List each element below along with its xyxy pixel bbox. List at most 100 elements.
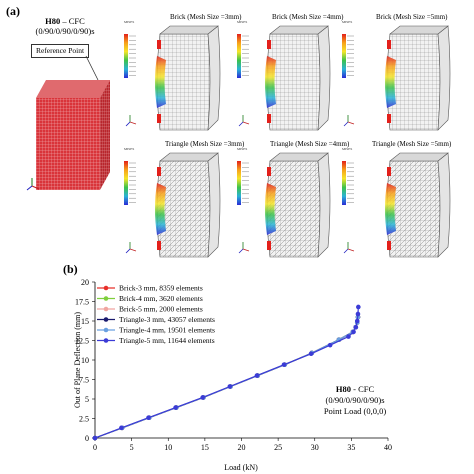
legend-label: Triangle-5 mm, 11644 elements	[119, 336, 215, 345]
data-point	[227, 384, 233, 389]
data-point	[200, 395, 205, 400]
contour-header-4: MISES	[124, 147, 135, 151]
x-tick-label: 15	[201, 443, 209, 452]
data-point	[173, 405, 178, 410]
deformed-mesh	[265, 152, 331, 258]
x-tick-label: 35	[347, 443, 355, 452]
chart-annotation: H80 - CFC (0/90/0/90/0/90)s Point Load (…	[324, 384, 386, 416]
legend-item: Brick-5 mm, 2000 elements	[97, 305, 203, 314]
axis-triad-icon	[26, 178, 40, 191]
data-point	[281, 362, 287, 367]
annotation-bold: H80	[336, 384, 351, 394]
axis-triad-icon	[238, 115, 250, 127]
contour-legend	[237, 161, 249, 205]
panel-b-label: (b)	[63, 262, 78, 276]
svg-text:H80 - CFC: H80 - CFC	[336, 384, 375, 394]
reference-leader-line	[85, 55, 99, 81]
contour-header-6: MISES	[342, 147, 353, 151]
deformed-mesh	[155, 25, 221, 131]
panel-a-graphics	[26, 25, 451, 258]
annotation-layup: (0/90/0/90/0/90)s	[325, 395, 384, 405]
data-point	[254, 373, 260, 378]
fe-block-model	[36, 80, 110, 190]
legend-label: Triangle-3 mm, 43057 elements	[119, 315, 215, 324]
y-tick-label: 20	[81, 278, 89, 287]
deformed-mesh	[385, 152, 451, 258]
axis-triad-icon	[343, 115, 355, 127]
model-title: H80 – CFC (0/90/0/90/0/90)s	[30, 16, 100, 36]
data-point	[351, 329, 356, 335]
axis-triad-icon	[343, 242, 355, 254]
y-tick-label: 7.5	[79, 376, 89, 385]
annotation-load: Point Load (0,0,0)	[324, 406, 386, 416]
mesh-title-triangle-3: Triangle (Mesh Size =3mm)	[165, 140, 245, 148]
y-tick-label: 2.5	[79, 415, 89, 424]
chart-ticks: 0 5 10 15 20 25 30 35 40 0 2.5 5 7.5 10 12.5 15 17.5 20	[75, 278, 392, 452]
x-tick-label: 30	[311, 443, 319, 452]
deflection-chart: 0 5 10 15 20 25 30 35 40 0 2.5 5 7.5 10 12.5 15 17.5 20 B…	[73, 278, 392, 472]
data-point	[355, 311, 361, 317]
data-point	[356, 304, 361, 310]
panel-a-label: (a)	[6, 4, 20, 18]
x-axis-label: Load (kN)	[224, 463, 258, 472]
series-6	[92, 304, 361, 441]
legend-swatch-marker	[103, 317, 109, 322]
x-tick-label: 20	[238, 443, 246, 452]
y-tick-label: 5	[85, 395, 89, 404]
contour-legend	[237, 34, 249, 78]
legend-label: Triangle-4 mm, 19501 elements	[119, 326, 215, 335]
data-point	[354, 318, 360, 324]
data-point	[92, 435, 98, 441]
data-point	[119, 425, 124, 431]
legend-label: Brick-3 mm, 8359 elements	[119, 284, 203, 293]
legend-item: Triangle-3 mm, 43057 elements	[97, 315, 215, 324]
mesh-panels	[124, 25, 451, 258]
legend-swatch-marker	[103, 306, 109, 312]
model-title-rest: – CFC	[60, 16, 85, 26]
data-point	[308, 351, 314, 357]
deformed-mesh	[385, 25, 451, 131]
x-tick-label: 0	[93, 443, 97, 452]
x-tick-label: 40	[384, 443, 392, 452]
legend-swatch-marker	[103, 296, 109, 301]
contour-header-1: MISES	[124, 20, 135, 24]
data-point	[327, 342, 333, 348]
y-axis-label: Out of Plane Deflection (mm)	[73, 312, 82, 408]
mesh-title-brick-3: Brick (Mesh Size =3mm)	[170, 13, 242, 21]
x-tick-label: 10	[164, 443, 172, 452]
y-tick-label: 15	[81, 317, 89, 326]
contour-legend	[124, 34, 136, 78]
axis-triad-icon	[238, 242, 250, 254]
contour-header-5: MISES	[237, 147, 248, 151]
contour-legend	[124, 161, 136, 205]
legend-label: Brick-5 mm, 2000 elements	[119, 305, 203, 314]
legend-label: Brick-4 mm, 3620 elements	[119, 294, 203, 303]
mesh-title-triangle-4: Triangle (Mesh Size =4mm)	[270, 140, 350, 148]
legend-swatch-marker	[103, 327, 109, 333]
contour-header-2: MISES	[237, 20, 248, 24]
axis-triad-icon	[125, 242, 137, 254]
mesh-title-brick-5: Brick (Mesh Size =5mm)	[376, 13, 448, 21]
legend-item: Brick-3 mm, 8359 elements	[97, 284, 203, 293]
y-tick-label: 10	[81, 356, 89, 365]
contour-header-3: MISES	[342, 20, 353, 24]
legend-item: Brick-4 mm, 3620 elements	[97, 294, 203, 303]
data-point	[146, 415, 151, 421]
model-layup: (0/90/0/90/0/90)s	[35, 26, 95, 36]
series-line	[94, 306, 359, 439]
legend-item: Triangle-5 mm, 11644 elements	[97, 336, 215, 345]
legend-item: Triangle-4 mm, 19501 elements	[97, 326, 215, 335]
deformed-mesh	[265, 25, 331, 131]
chart-series	[92, 304, 361, 441]
axis-triad-icon	[125, 115, 137, 127]
deformed-mesh	[155, 152, 221, 258]
data-point	[353, 324, 359, 330]
y-tick-label: 12.5	[75, 337, 89, 346]
data-point	[346, 334, 351, 339]
annotation-rest: - CFC	[351, 384, 374, 394]
mesh-title-brick-4: Brick (Mesh Size =4mm)	[272, 13, 344, 21]
contour-legend	[342, 161, 354, 205]
x-tick-label: 5	[130, 443, 134, 452]
contour-legend	[342, 34, 354, 78]
